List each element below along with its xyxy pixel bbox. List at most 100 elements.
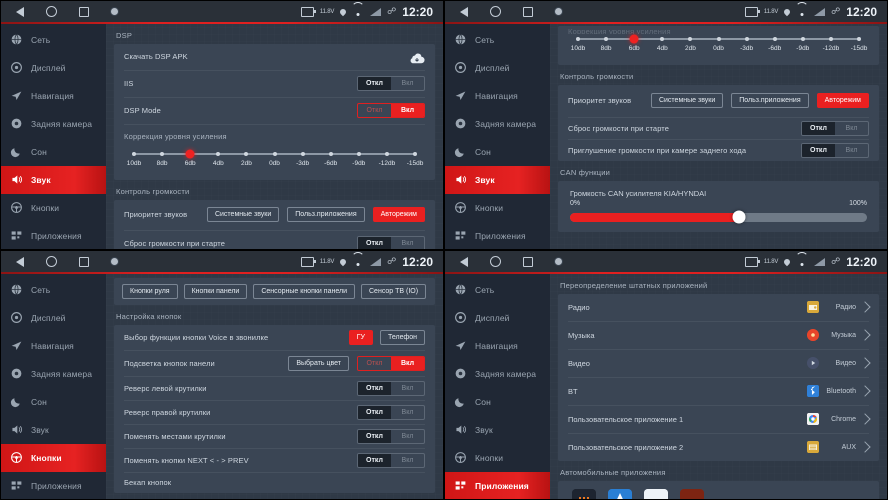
tab-tv-sensor[interactable]: Сенсор ТВ (IO)	[361, 283, 427, 299]
car-app-icon[interactable]	[680, 488, 704, 499]
sidebar-item-sleep[interactable]: Сон	[1, 138, 106, 166]
can-volume-slider[interactable]	[570, 210, 867, 224]
gain-dot[interactable]	[356, 151, 361, 156]
can-volume-knob[interactable]	[732, 210, 746, 224]
toggle-off-option[interactable]: Откл	[358, 453, 391, 467]
gain-dot[interactable]	[328, 151, 333, 156]
sidebar-item-sound[interactable]: Звук	[1, 416, 106, 444]
toggle-reverse-left-knob[interactable]: Откл Вкл	[357, 380, 425, 396]
toggle-on-option[interactable]: Вкл	[845, 146, 858, 154]
toggle-on-option[interactable]: Вкл	[401, 384, 414, 392]
sidebar-item-buttons[interactable]: Кнопки	[1, 194, 106, 222]
gain-slider[interactable]: 10db 8db 6db 4db 2db 0db -3db -6db -9db -12db -15d…	[568, 34, 869, 65]
home-icon[interactable]	[490, 256, 501, 267]
gain-track[interactable]	[576, 34, 861, 43]
row-iis[interactable]: IIS Откл Вкл	[124, 71, 425, 98]
toggle-volume-reset[interactable]: Откл Вкл	[357, 236, 425, 249]
circle-icon[interactable]	[555, 8, 562, 15]
gotrec-app-icon[interactable]: GoTrec	[644, 488, 668, 499]
sidebar-item-buttons[interactable]: Кнопки	[445, 444, 550, 472]
toggle-dsp-mode[interactable]: Откл Вкл	[357, 103, 425, 118]
gain-dot[interactable]	[660, 36, 665, 41]
row-button-backup[interactable]: Бекап кнопок	[124, 473, 425, 493]
recents-icon[interactable]	[523, 6, 533, 17]
navigation-buttons[interactable]	[451, 6, 562, 17]
gain-dot[interactable]	[604, 36, 609, 41]
sidebar-item-rear-camera[interactable]: Задняя камера	[1, 360, 106, 388]
gain-dot[interactable]	[185, 149, 195, 158]
gain-dot[interactable]	[413, 151, 417, 156]
recents-icon[interactable]	[79, 6, 89, 17]
circle-icon[interactable]	[111, 258, 118, 265]
sidebar-item-set[interactable]: Сеть	[1, 276, 106, 304]
sidebar-item-set[interactable]: Сеть	[445, 276, 550, 304]
option-auto-mode[interactable]: Авторежим	[816, 93, 869, 108]
gain-dot[interactable]	[272, 151, 277, 156]
row-sound-priority[interactable]: Приоритет звуков Системные звуки Польз.п…	[568, 85, 869, 118]
sidebar-item-display[interactable]: Дисплей	[1, 304, 106, 332]
toggle-on-option[interactable]: Вкл	[401, 240, 414, 247]
recents-icon[interactable]	[523, 256, 533, 267]
tab-steering-buttons[interactable]: Кнопки руля	[122, 283, 178, 299]
toggle-on-option[interactable]: Вкл	[391, 104, 424, 117]
sidebar-item-sound[interactable]: Звук	[445, 416, 550, 444]
circle-icon[interactable]	[111, 8, 118, 15]
chevron-right-icon[interactable]	[859, 357, 871, 369]
sidebar-item-set[interactable]: Сеть	[1, 26, 106, 54]
sidebar-item-navigation[interactable]: Навигация	[1, 332, 106, 360]
sidebar-item-sleep[interactable]: Сон	[445, 388, 550, 416]
row-volume-reset-on-start[interactable]: Сброс громкости при старте Откл Вкл	[568, 118, 869, 140]
gain-dot[interactable]	[828, 36, 833, 41]
toggle-off-option[interactable]: Откл	[358, 405, 391, 419]
gain-dot[interactable]	[384, 151, 389, 156]
toggle-off-option[interactable]: Откл	[358, 77, 391, 90]
tab-panel-buttons[interactable]: Кнопки панели	[183, 283, 248, 299]
back-icon[interactable]	[16, 256, 24, 267]
toggle-panel-backlight[interactable]: Откл Вкл	[357, 355, 425, 371]
back-icon[interactable]	[16, 6, 24, 17]
navigation-buttons[interactable]	[7, 256, 118, 267]
gain-dot[interactable]	[216, 151, 221, 156]
tab-touch-panel-buttons[interactable]: Сенсорные кнопки панели	[253, 283, 355, 299]
circle-icon[interactable]	[555, 258, 562, 265]
sidebar-item-set[interactable]: Сеть	[445, 26, 550, 54]
row-mute-on-reverse[interactable]: Приглушение громкости при камере заднего…	[568, 140, 869, 161]
chevron-right-icon[interactable]	[859, 413, 871, 425]
row-swap-next-prev[interactable]: Поменять кнопки NEXT < - > PREV Откл Вкл	[124, 449, 425, 473]
sidebar-item-applications[interactable]: Приложения	[1, 472, 106, 500]
toggle-on-option[interactable]: Вкл	[401, 456, 414, 464]
chevron-right-icon[interactable]	[859, 385, 871, 397]
gain-slider[interactable]: 10db 8db 6db 4db 2db 0db -3db -6db -9db -12db -15d…	[124, 145, 425, 180]
option-system-sounds[interactable]: Системные звуки	[650, 93, 724, 108]
toggle-off-option[interactable]: Откл	[358, 429, 391, 443]
row-volume-reset-on-start[interactable]: Сброс громкости при старте Откл Вкл	[124, 231, 425, 249]
sidebar-item-rear-camera[interactable]: Задняя камера	[445, 360, 550, 388]
gain-dot[interactable]	[688, 36, 693, 41]
row-sound-priority[interactable]: Приоритет звуков Системные звуки Польз.п…	[124, 200, 425, 231]
option-auto-mode[interactable]: Авторежим	[372, 207, 425, 222]
toggle-swap-knobs[interactable]: Откл Вкл	[357, 428, 425, 444]
toggle-off-option[interactable]: Откл	[358, 237, 391, 249]
sidebar-item-rear-camera[interactable]: Задняя камера	[445, 110, 550, 138]
sidebar-item-navigation[interactable]: Навигация	[1, 82, 106, 110]
sidebar-item-sound[interactable]: Звук	[1, 165, 106, 194]
chevron-right-icon[interactable]	[859, 329, 871, 341]
sidebar-item-sleep[interactable]: Сон	[1, 388, 106, 416]
compass-app-icon[interactable]	[608, 488, 632, 499]
row-swap-knobs[interactable]: Поменять местами крутилки Откл Вкл	[124, 425, 425, 449]
recents-icon[interactable]	[79, 256, 89, 267]
row-dsp-mode[interactable]: DSP Mode Откл Вкл	[124, 98, 425, 125]
sidebar-item-sleep[interactable]: Сон	[445, 138, 550, 166]
navigation-buttons[interactable]	[451, 256, 562, 267]
home-icon[interactable]	[490, 6, 501, 17]
sidebar-item-display[interactable]: Дисплей	[445, 304, 550, 332]
gain-dot[interactable]	[300, 151, 305, 156]
gain-dot[interactable]	[744, 36, 749, 41]
option-head-unit[interactable]: ГУ	[348, 329, 373, 345]
gain-dot[interactable]	[800, 36, 805, 41]
option-system-sounds[interactable]: Системные звуки	[206, 207, 280, 222]
option-user-apps[interactable]: Польз.приложения	[287, 207, 365, 222]
row-reverse-right-knob[interactable]: Реверс правой крутилки Откл Вкл	[124, 401, 425, 425]
sidebar-item-navigation[interactable]: Навигация	[445, 332, 550, 360]
toggle-on-option[interactable]: Вкл	[401, 432, 414, 440]
